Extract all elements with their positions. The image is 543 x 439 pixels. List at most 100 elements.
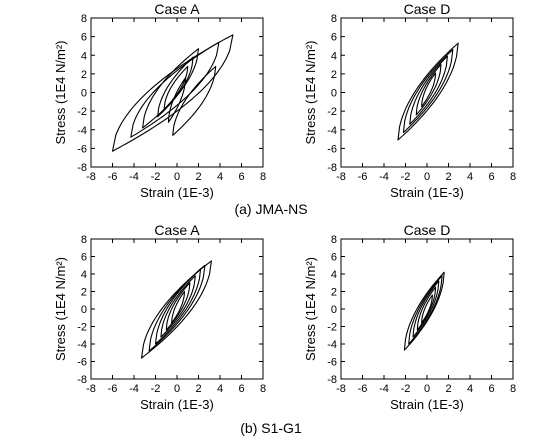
x-tick-label: -6 <box>358 171 368 183</box>
x-tick-label: 0 <box>424 383 430 395</box>
x-tick-label: 2 <box>445 171 451 183</box>
x-tick-label: -6 <box>108 171 118 183</box>
hysteresis-loop-4 <box>416 286 437 331</box>
caption-bottom: (b) S1-G1 <box>240 420 302 436</box>
x-tick-label: 2 <box>445 383 451 395</box>
y-tick-label: 4 <box>331 269 337 281</box>
hysteresis-loop-5 <box>165 282 191 331</box>
y-tick-label: -4 <box>77 339 87 351</box>
x-tick-label: -8 <box>86 383 96 395</box>
y-tick-label: -6 <box>327 143 337 155</box>
y-tick-label: 2 <box>331 287 337 299</box>
y-tick-label: -4 <box>77 125 87 137</box>
x-tick-label: 2 <box>195 171 201 183</box>
x-tick-label: 6 <box>238 383 244 395</box>
y-tick-label: 6 <box>81 32 87 44</box>
y-tick-label: 2 <box>331 69 337 81</box>
hysteresis-loop-6 <box>171 290 186 324</box>
y-axis-title: Stress (1E4 N/m²) <box>53 257 68 361</box>
hysteresis-loop-3 <box>412 280 440 338</box>
y-tick-label: 0 <box>331 88 337 100</box>
plot-frame <box>340 238 514 380</box>
y-tick-label: -6 <box>77 357 87 369</box>
panels: -8 -6 -4 -2 0 2 4 6 8 -8 -6 -4 -2 0 2 4 6 8 Case A Strain (… <box>53 1 516 412</box>
x-tick-label: -2 <box>401 171 411 183</box>
y-tick-label: 4 <box>81 269 87 281</box>
x-tick-label: 0 <box>174 171 180 183</box>
hysteresis-loop-2 <box>402 49 454 134</box>
x-tick-label: 4 <box>217 383 223 395</box>
y-tick-label: 6 <box>331 252 337 264</box>
x-tick-label: -2 <box>151 171 161 183</box>
y-tick-label: -8 <box>327 162 337 174</box>
hysteresis-loop-4 <box>157 56 194 118</box>
hysteresis-loop-4 <box>415 64 442 116</box>
x-tick-label: 4 <box>217 171 223 183</box>
y-tick-label: 0 <box>331 304 337 316</box>
y-tick-label: 0 <box>81 304 87 316</box>
x-tick-label: 8 <box>260 383 266 395</box>
x-axis-title: Strain (1E-3) <box>140 185 214 200</box>
hysteresis-loop-1 <box>397 42 459 141</box>
x-tick-label: 4 <box>467 383 473 395</box>
y-tick-label: 4 <box>331 50 337 62</box>
hysteresis-loop-5 <box>163 65 189 110</box>
x-tick-label: -8 <box>336 171 346 183</box>
chart-panel-4: -8 -6 -4 -2 0 2 4 6 8 -8 -6 -4 -2 0 2 4 6 8 Case D Strain (… <box>303 222 516 412</box>
hysteresis-loop-2 <box>408 275 443 345</box>
chart-panel-3: -8 -6 -4 -2 0 2 4 6 8 -8 -6 -4 -2 0 2 4 6 8 Case A Strain (… <box>53 222 266 412</box>
x-tick-label: -4 <box>379 383 389 395</box>
y-tick-label: -2 <box>77 106 87 118</box>
hysteresis-loop-5 <box>421 294 433 324</box>
y-tick-label: -2 <box>77 322 87 334</box>
hysteresis-loop-5 <box>421 72 437 108</box>
y-tick-label: -6 <box>327 357 337 369</box>
panel-title: Case D <box>404 222 451 238</box>
chart-panel-2: -8 -6 -4 -2 0 2 4 6 8 -8 -6 -4 -2 0 2 4 6 8 Case D Strain (… <box>303 1 516 200</box>
hysteresis-loop-3 <box>154 268 202 345</box>
x-tick-label: -8 <box>86 171 96 183</box>
hysteresis-loop-1 <box>403 271 445 351</box>
x-tick-label: 8 <box>510 383 516 395</box>
x-tick-label: 6 <box>488 171 494 183</box>
hysteresis-loop-1 <box>111 34 234 152</box>
y-tick-label: -2 <box>327 106 337 118</box>
x-tick-label: -4 <box>129 171 139 183</box>
y-tick-label: 8 <box>81 234 87 246</box>
y-tick-label: 2 <box>81 287 87 299</box>
y-tick-label: 8 <box>81 13 87 25</box>
y-tick-label: -4 <box>327 125 337 137</box>
hysteresis-loop-6 <box>172 65 217 136</box>
x-tick-label: 0 <box>174 383 180 395</box>
x-tick-label: 8 <box>260 171 266 183</box>
x-tick-label: -4 <box>129 383 139 395</box>
hysteresis-loop-3 <box>142 48 200 129</box>
x-tick-label: 8 <box>510 171 516 183</box>
caption-top: (a) JMA-NS <box>234 201 307 217</box>
y-tick-label: -6 <box>77 143 87 155</box>
plot-frame <box>340 17 514 168</box>
y-tick-label: 4 <box>81 50 87 62</box>
y-tick-label: 2 <box>81 69 87 81</box>
y-tick-label: 6 <box>81 252 87 264</box>
panel-title: Case A <box>154 1 200 17</box>
chart-panel-1: -8 -6 -4 -2 0 2 4 6 8 -8 -6 -4 -2 0 2 4 6 8 Case A Strain (… <box>53 1 266 200</box>
y-axis-title: Stress (1E4 N/m²) <box>53 40 68 144</box>
x-tick-label: 0 <box>424 171 430 183</box>
y-tick-label: -4 <box>327 339 337 351</box>
x-tick-label: -6 <box>108 383 118 395</box>
hysteresis-loop-4 <box>160 275 196 338</box>
y-tick-label: -2 <box>327 322 337 334</box>
x-tick-label: 6 <box>238 171 244 183</box>
x-tick-label: 4 <box>467 171 473 183</box>
panel-title: Case D <box>404 1 451 17</box>
x-tick-label: 2 <box>195 383 201 395</box>
y-axis-title: Stress (1E4 N/m²) <box>303 40 318 144</box>
y-tick-label: 0 <box>81 88 87 100</box>
y-tick-label: 6 <box>331 32 337 44</box>
x-tick-label: 6 <box>488 383 494 395</box>
y-tick-label: -8 <box>77 162 87 174</box>
y-tick-label: 8 <box>331 13 337 25</box>
x-tick-label: -8 <box>336 383 346 395</box>
